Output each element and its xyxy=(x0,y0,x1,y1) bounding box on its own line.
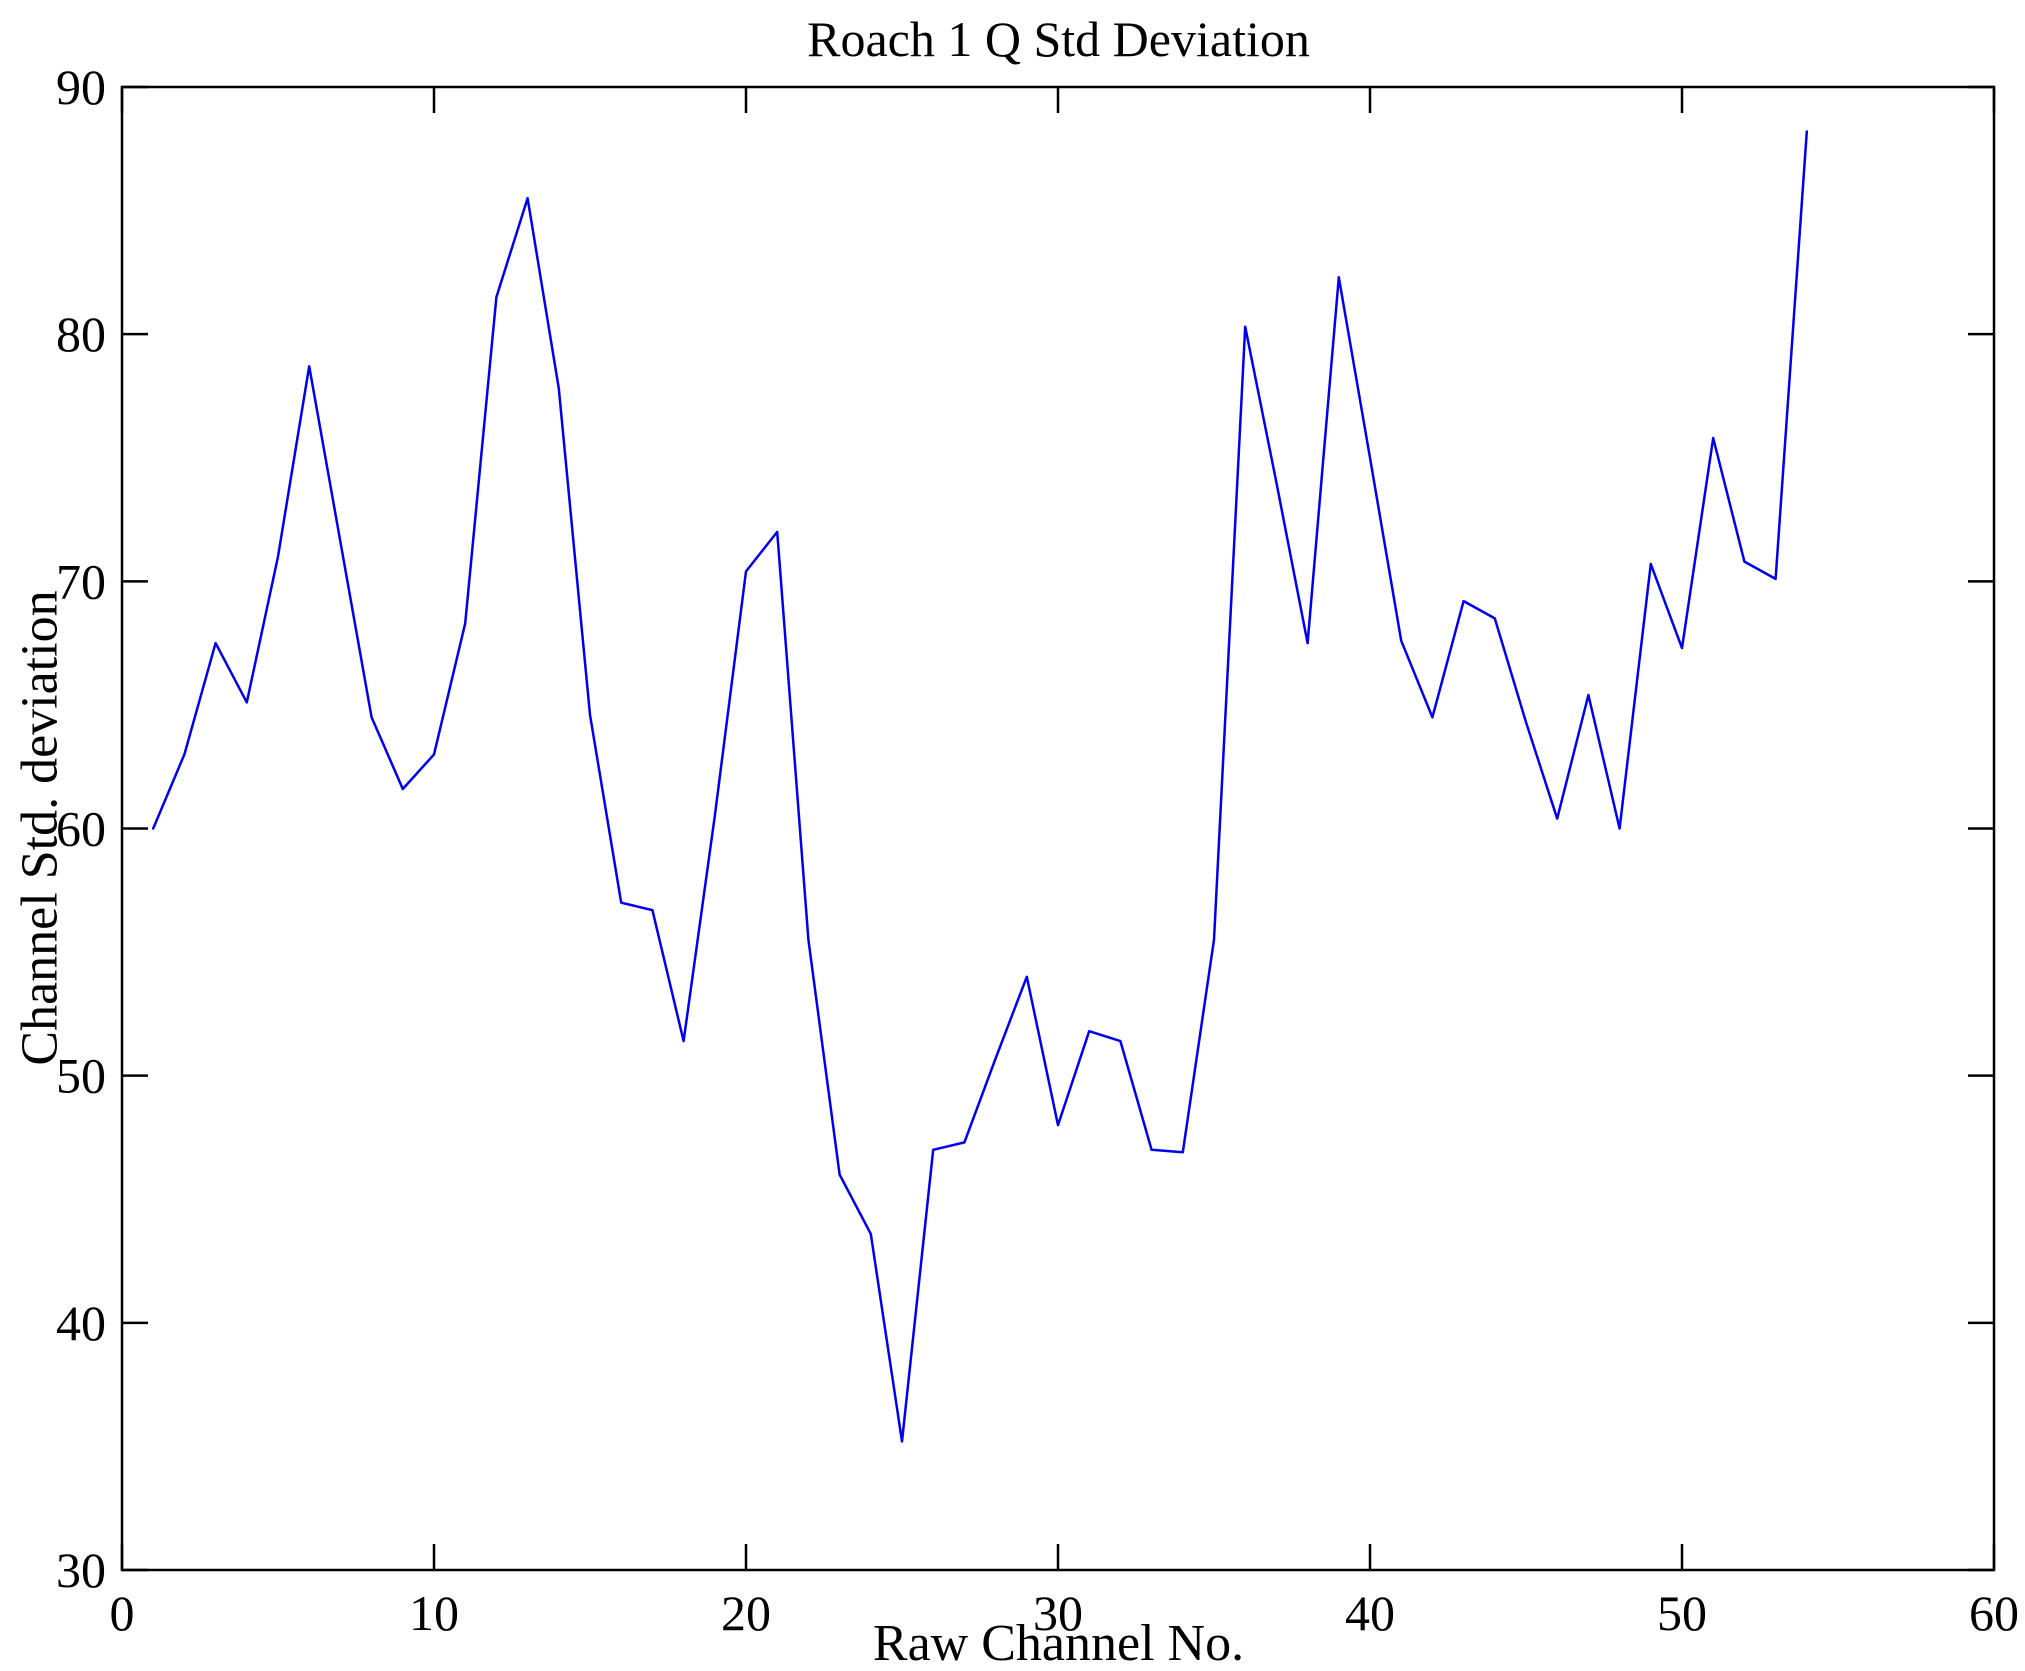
x-axis-label: Raw Channel No. xyxy=(872,1615,1245,1671)
y-tick-label: 60 xyxy=(56,801,106,857)
y-tick-label: 90 xyxy=(56,59,106,115)
data-line xyxy=(151,130,1809,1443)
x-tick-label: 30 xyxy=(1033,1585,1083,1641)
axis-box xyxy=(120,85,1996,1572)
x-tick-label: 60 xyxy=(1969,1585,2019,1641)
x-tick-label: 50 xyxy=(1657,1585,1707,1641)
y-tick-label: 30 xyxy=(56,1542,106,1598)
chart-title: Roach 1 Q Std Deviation xyxy=(807,11,1310,67)
y-tick-label: 70 xyxy=(56,553,106,609)
y-tick-label: 40 xyxy=(56,1295,106,1351)
y-tick-label: 50 xyxy=(56,1048,106,1104)
y-axis-label: Channel Std. deviation xyxy=(11,590,69,1066)
y-tick-label: 80 xyxy=(56,306,106,362)
x-tick-label: 10 xyxy=(409,1585,459,1641)
x-tick-label: 40 xyxy=(1345,1585,1395,1641)
x-tick-label: 20 xyxy=(721,1585,771,1641)
x-tick-label: 0 xyxy=(110,1585,135,1641)
